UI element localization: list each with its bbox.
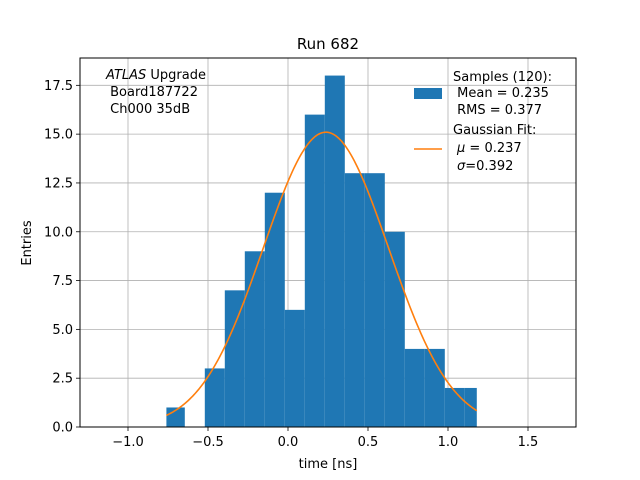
x-tick-label: 0.0 [278,435,299,450]
legend-samples-rms: RMS = 0.377 [453,103,542,118]
histogram-bar [364,173,385,427]
y-tick-label: 2.5 [52,372,73,387]
y-tick-label: 12.5 [44,176,73,191]
mu-value: = 0.237 [465,141,521,156]
histogram-bars [166,75,477,428]
histogram-bar [324,75,345,428]
y-axis-ticks: 0.0 2.5 5.0 7.5 10.0 12.5 15.0 17.5 [44,79,80,436]
legend-fit-mu: μ = 0.237 [456,141,522,156]
histogram-bar [404,348,425,427]
y-tick-label: 15.0 [44,128,73,143]
histogram-bar [244,251,265,427]
board-label: Board187722 [106,85,198,100]
mu-symbol: μ [456,141,465,156]
gaussian-fit-curve [166,131,478,417]
histogram-bar [304,114,325,427]
y-axis-label: Entries [20,220,35,266]
legend-samples-swatch [414,88,442,99]
chart-title: Run 682 [297,35,359,53]
histogram-bar [284,309,305,427]
atlas-word: ATLAS [105,68,146,83]
x-tick-label: −0.5 [192,435,224,450]
plot-frame [79,57,577,428]
atlas-label: ATLAS Upgrade [105,68,206,83]
histogram-bar [204,368,225,427]
sigma-symbol: σ [457,159,466,174]
x-tick-label: 0.5 [358,435,379,450]
y-tick-label: 5.0 [52,323,73,338]
histogram-bar [424,348,445,427]
y-tick-label: 10.0 [44,225,73,240]
x-axis-ticks: −1.0 −0.5 0.0 0.5 1.0 1.5 [112,427,538,450]
y-tick-label: 0.0 [52,421,73,436]
legend-samples-title: Samples (120): [453,70,552,85]
sigma-value: =0.392 [465,159,513,174]
histogram-bar [264,192,285,427]
legend-samples-mean: Mean = 0.235 [453,86,549,101]
run-annotation: ATLAS Upgrade Board187722 Ch000 35dB [105,68,206,117]
histogram-bar [444,387,465,427]
x-tick-label: 1.5 [518,435,539,450]
legend: Samples (120): Mean = 0.235 RMS = 0.377 … [414,70,552,174]
histogram-bar [224,290,245,427]
x-tick-label: −1.0 [112,435,144,450]
histogram-bar [384,231,405,427]
channel-label: Ch000 35dB [106,102,190,117]
y-tick-label: 7.5 [52,274,73,289]
legend-fit-title: Gaussian Fit: [453,123,536,138]
histogram-bar [344,173,365,427]
x-tick-label: 1.0 [438,435,459,450]
legend-fit-sigma: σ=0.392 [457,159,513,174]
y-tick-label: 17.5 [44,79,73,94]
x-axis-label: time [ns] [299,457,358,472]
upgrade-word: Upgrade [146,68,206,83]
